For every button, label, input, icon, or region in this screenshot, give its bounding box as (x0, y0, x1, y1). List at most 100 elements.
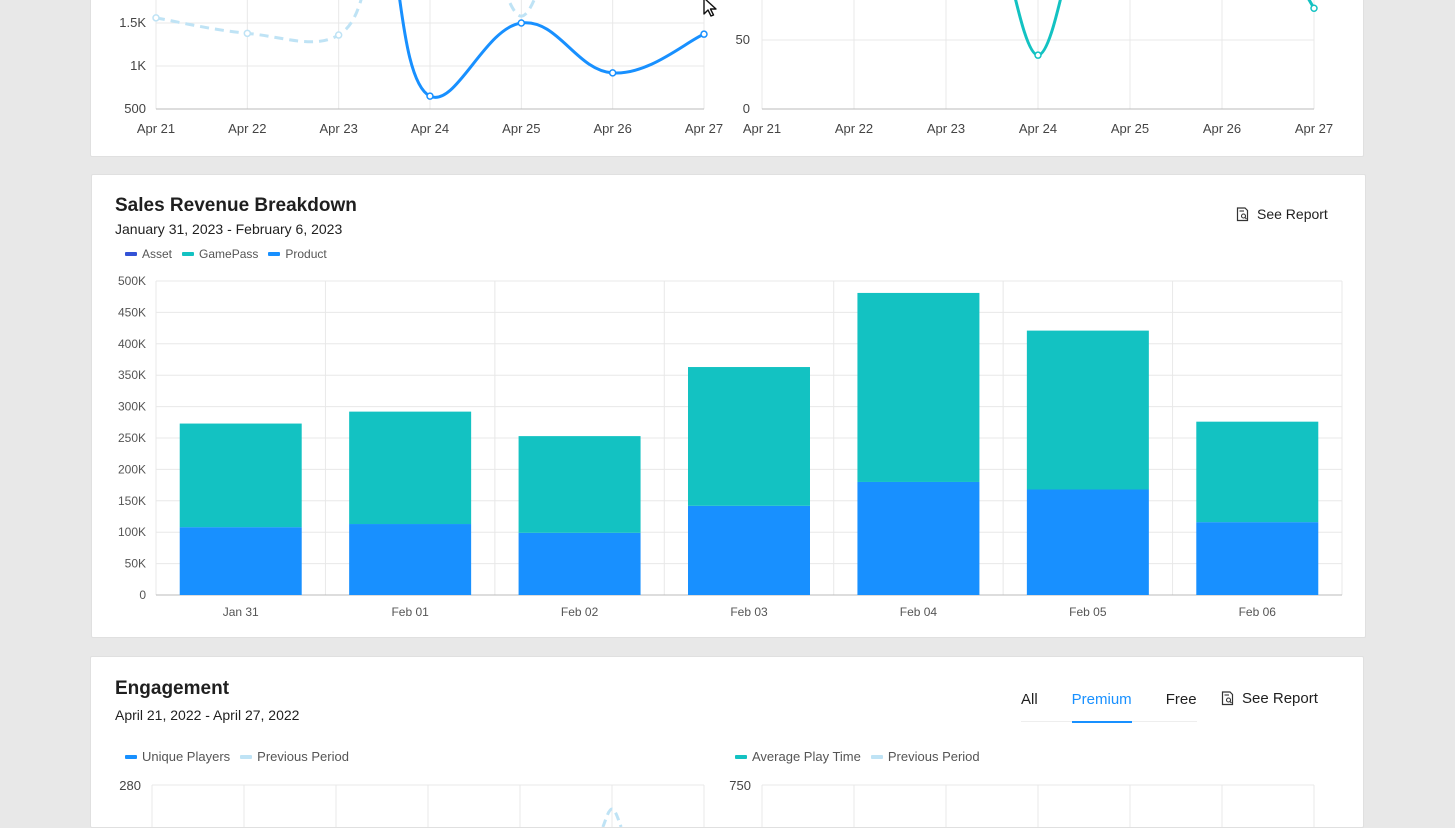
report-search-icon (1221, 691, 1234, 706)
date-range: January 31, 2023 - February 6, 2023 (115, 221, 343, 237)
legend-item[interactable]: Product (268, 247, 327, 261)
y-tick-label: 0 (139, 588, 146, 602)
legend-swatch (735, 754, 747, 759)
x-tick-label: Feb 01 (391, 605, 429, 619)
data-point (517, 19, 526, 27)
y-tick-label: 450K (118, 305, 146, 319)
legend-label: Unique Players (142, 749, 231, 764)
y-tick-label: 100K (118, 525, 146, 539)
x-tick-label: Apr 25 (1111, 121, 1149, 136)
unique-players-line (398, 0, 705, 99)
x-tick-label: Feb 04 (900, 605, 938, 619)
avg-play-time-chart: Apr 21 Apr 22 Apr 23 Apr 24 Apr 25 Apr 26 Apr … (736, 0, 1333, 136)
legend-label: Previous Period (257, 749, 349, 764)
x-tick-label: Apr 23 (320, 121, 358, 136)
data-point (1034, 51, 1042, 59)
engagement-charts: 280 750 (119, 778, 1315, 827)
report-search-icon (1236, 206, 1249, 221)
unique-players-legend: Unique Players Previous Period (125, 749, 349, 764)
see-report-button[interactable]: See Report (1221, 690, 1318, 707)
legend-item[interactable]: GamePass (182, 247, 258, 261)
bar-gamepass (349, 411, 472, 525)
legend-label: Average Play Time (752, 749, 861, 764)
x-tick-label: Jan 31 (223, 605, 259, 619)
legend-item[interactable]: Average Play Time (735, 749, 861, 764)
legend-swatch (268, 252, 281, 256)
y-tick-label: 500K (118, 274, 146, 288)
bar-gamepass (1026, 330, 1149, 490)
legend-item[interactable]: Previous Period (870, 749, 980, 764)
y-tick-label: 500 (124, 101, 146, 116)
y-tick-label: 200K (118, 462, 146, 476)
legend-label: Product (285, 247, 327, 261)
data-point (426, 92, 434, 100)
y-tick-label: 280 (119, 778, 141, 793)
x-tick-label: Apr 25 (502, 121, 540, 136)
y-tick-label: 50 (736, 32, 750, 47)
mouse-pointer-icon (703, 0, 717, 17)
legend-item[interactable]: Unique Players (125, 749, 230, 764)
see-report-label: See Report (1242, 690, 1318, 707)
data-point (700, 30, 708, 38)
x-tick-label: Apr 22 (835, 121, 873, 136)
top-charts-card: Apr 21 Apr 22 Apr 23 Apr 24 Apr 25 Apr 26 Apr … (90, 0, 1364, 157)
bar-product (349, 524, 472, 595)
legend-swatch (125, 252, 137, 256)
legend-swatch (182, 252, 195, 256)
tab-all[interactable]: All (1021, 691, 1038, 708)
y-tick-label: 0 (743, 101, 750, 116)
data-point (243, 29, 252, 38)
bar-gamepass (857, 292, 980, 482)
legend-item[interactable]: Previous Period (240, 749, 349, 764)
x-tick-label: Apr 27 (1295, 121, 1333, 136)
bar-product (857, 481, 980, 595)
y-tick-label: 300K (118, 400, 146, 414)
data-point (334, 31, 343, 39)
legend-label: Previous Period (887, 749, 980, 764)
y-tick-label: 400K (118, 337, 146, 351)
sales-revenue-card: Sales Revenue Breakdown January 31, 2023… (91, 174, 1366, 638)
unique-players-chart: Apr 21 Apr 22 Apr 23 Apr 24 Apr 25 Apr 26 Apr … (119, 0, 723, 136)
bar-gamepass (688, 367, 810, 506)
data-point (1310, 4, 1318, 13)
legend-label: GamePass (199, 247, 259, 261)
y-tick-label: 50K (125, 557, 146, 571)
previous-period-line (155, 0, 363, 44)
x-tick-label: Apr 26 (1203, 121, 1241, 136)
tab-free[interactable]: Free (1165, 691, 1197, 708)
sales-bar-chart: 0 50K 100K 150K 200K 250K 300K 350K 400K 450K 500K… (118, 274, 1343, 619)
chart-legend: Asset GamePass Product (125, 247, 327, 261)
x-tick-label: Apr 21 (743, 121, 781, 136)
x-tick-label: Apr 24 (1019, 121, 1057, 136)
card-title: Engagement (115, 678, 230, 699)
x-tick-label: Feb 02 (561, 605, 599, 619)
x-tick-label: Apr 23 (927, 121, 965, 136)
see-report-button[interactable]: See Report (1236, 206, 1328, 222)
avg-play-time-line (1307, 0, 1316, 10)
y-tick-label: 750 (729, 778, 751, 793)
avg-play-time-legend: Average Play Time Previous Period (735, 749, 980, 764)
legend-swatch (125, 754, 137, 759)
legend-label: Asset (142, 247, 173, 261)
bar-product (179, 527, 302, 595)
legend-swatch (870, 754, 883, 759)
bar-gamepass (518, 436, 641, 533)
x-tick-label: Apr 27 (685, 121, 723, 136)
bar-gamepass (1196, 421, 1319, 523)
tab-premium[interactable]: Premium (1071, 691, 1132, 723)
x-tick-label: Feb 05 (1069, 605, 1107, 619)
y-tick-label: 1K (130, 58, 146, 73)
y-tick-label: 350K (118, 368, 146, 382)
legend-item[interactable]: Asset (125, 247, 172, 261)
previous-period-line (507, 0, 536, 18)
data-point (152, 14, 160, 22)
card-title: Sales Revenue Breakdown (115, 195, 357, 216)
engagement-card: Engagement April 21, 2022 - April 27, 20… (90, 656, 1364, 828)
y-tick-label: 150K (118, 494, 146, 508)
bar-product (1196, 522, 1319, 595)
data-point (608, 69, 617, 77)
x-tick-label: Feb 03 (730, 605, 768, 619)
bar-product (1026, 489, 1149, 595)
bar-product (518, 532, 641, 595)
x-tick-label: Apr 24 (411, 121, 449, 136)
